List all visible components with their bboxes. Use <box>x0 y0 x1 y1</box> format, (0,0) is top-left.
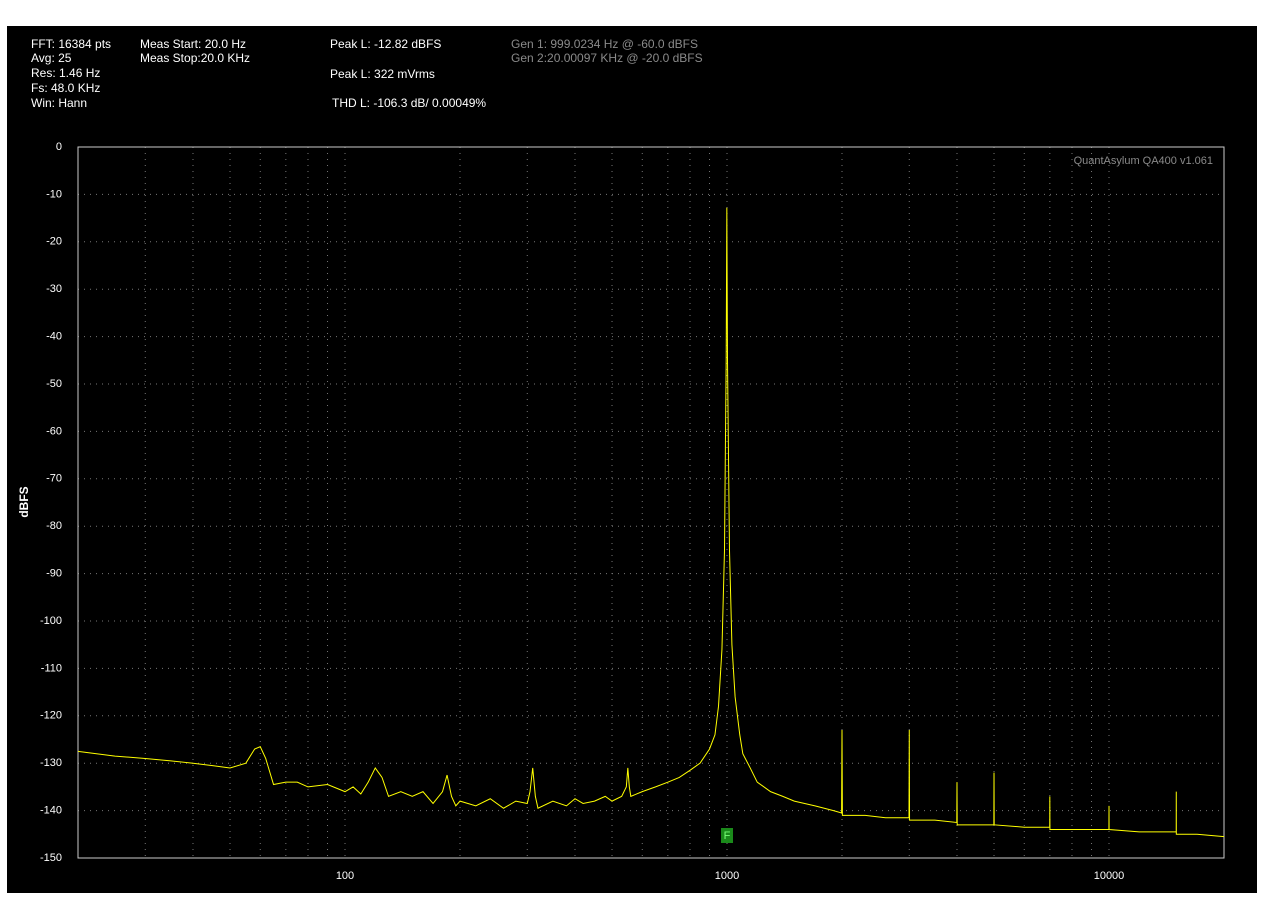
y-tick-label: -130 <box>40 757 62 769</box>
y-tick-label: -70 <box>46 473 62 485</box>
plot-frame <box>77 146 1225 859</box>
y-tick-label: -110 <box>41 662 62 674</box>
x-tick-label: 100 <box>336 870 354 882</box>
info-text: Avg: 25 <box>31 51 72 65</box>
y-tick-label: -60 <box>46 425 62 437</box>
y-tick-label: -150 <box>40 852 62 864</box>
panel <box>7 26 1257 893</box>
info-text: Peak L: -12.82 dBFS <box>330 37 441 51</box>
info-text: Meas Start: 20.0 Hz <box>140 37 246 51</box>
info-text: Gen 2:20.00097 KHz @ -20.0 dBFS <box>511 51 703 65</box>
y-tick-label: -30 <box>46 283 62 295</box>
y-tick-label: -90 <box>46 568 62 580</box>
marker-label: F <box>724 830 731 842</box>
watermark: QuantAsylum QA400 v1.061 <box>1074 155 1213 167</box>
y-tick-label: 0 <box>56 141 62 153</box>
y-tick-label: -40 <box>46 331 62 343</box>
y-tick-label: -10 <box>46 188 62 200</box>
info-text: Res: 1.46 Hz <box>31 66 100 80</box>
y-tick-label: -20 <box>46 236 62 248</box>
marker-box <box>721 828 734 843</box>
y-tick-label: -120 <box>40 710 62 722</box>
spectrum-line <box>77 207 1225 838</box>
y-tick-label: -50 <box>46 378 62 390</box>
y-axis-label: dBFS <box>17 486 31 517</box>
info-text: Win: Hann <box>31 96 87 110</box>
info-text: Peak L: 322 mVrms <box>330 67 435 81</box>
info-text: Gen 1: 999.0234 Hz @ -60.0 dBFS <box>511 37 698 51</box>
info-text: Fs: 48.0 KHz <box>31 81 100 95</box>
y-tick-label: -100 <box>40 615 62 627</box>
info-block: FFT: 16384 pts Avg: 25 Res: 1.46 Hz Fs: … <box>31 37 703 110</box>
y-tick-label: -140 <box>40 805 62 817</box>
x-tick-label: 10000 <box>1094 870 1125 882</box>
info-text: Meas Stop:20.0 KHz <box>140 51 250 65</box>
info-text: FFT: 16384 pts <box>31 37 111 51</box>
y-tick-label: -80 <box>46 520 62 532</box>
x-tick-label: 1000 <box>715 870 739 882</box>
info-text: THD L: -106.3 dB/ 0.00049% <box>332 96 486 110</box>
